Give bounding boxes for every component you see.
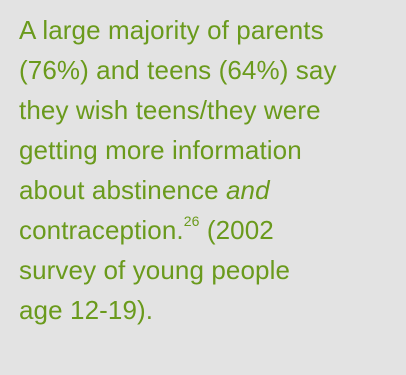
text-line-2: (76%) and teens (64%) say (19, 55, 337, 85)
text-line-4: getting more information (19, 135, 302, 165)
text-line-1: A large majority of parents (19, 15, 324, 45)
text-line-6: contraception.26 (2002 (19, 210, 388, 250)
text-line-3: they wish teens/they were (19, 95, 321, 125)
text-line-8: age 12-19). (19, 295, 154, 325)
footnote-reference[interactable]: 26 (183, 213, 200, 229)
callout-paragraph: A large majority of parents (76%) and te… (19, 10, 388, 330)
text-line-7: survey of young people (19, 255, 291, 285)
text-line-5-lead: about abstinence (19, 175, 226, 205)
emphasis-word: and (225, 175, 270, 205)
text-line-5: about abstinence and (19, 170, 388, 210)
text-line-6-lead: contraception. (19, 215, 184, 245)
text-line-6-tail: (2002 (199, 215, 274, 245)
